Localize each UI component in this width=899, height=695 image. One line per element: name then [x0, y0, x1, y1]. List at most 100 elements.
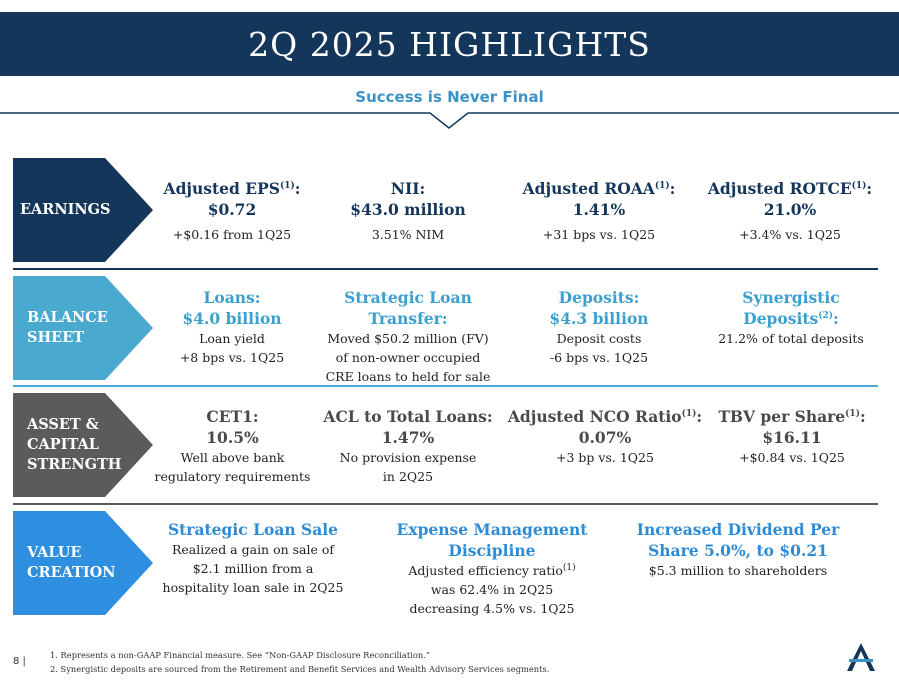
metric-value: 0.07% — [578, 428, 632, 447]
footnote-2: 2. Synergistic deposits are sourced from… — [50, 664, 550, 674]
metric-detail: 3.51% NIM — [371, 227, 445, 242]
chevron-arrow-shape — [13, 276, 153, 380]
metric-detail: of non-owner occupied — [335, 350, 481, 365]
metric-title-suffix: : — [833, 309, 839, 328]
metric-detail: Well above bank — [180, 450, 285, 465]
metric-detail: regulatory requirements — [154, 469, 311, 484]
metric-synergistic-deposits: Synergistic Deposits(2): 21.2% of total … — [706, 287, 876, 348]
metric-title-suffix: : — [294, 179, 301, 198]
row-divider — [13, 503, 878, 505]
metric-nii: NII: $43.0 million 3.51% NIM — [328, 178, 488, 244]
metric-title: Strategic Loan — [344, 288, 472, 307]
metric-detail: CRE loans to held for sale — [325, 369, 491, 384]
row-label-text: EARNINGS — [20, 201, 111, 218]
metric-detail: +$0.16 from 1Q25 — [172, 227, 292, 242]
metric-value: 1.41% — [572, 200, 626, 219]
metric-adjusted-roaa: Adjusted ROAA(1): 1.41% +31 bps vs. 1Q25 — [519, 178, 679, 244]
metric-detail: No provision expense — [339, 450, 477, 465]
row-label-text: CREATION — [27, 564, 116, 581]
metric-detail: +3.4% vs. 1Q25 — [739, 227, 841, 242]
footnote-1: 1. Represents a non-GAAP Financial measu… — [50, 650, 431, 660]
metric-value: $4.3 billion — [549, 309, 649, 328]
metric-title: NII: — [390, 179, 426, 198]
row-label-text: STRENGTH — [27, 456, 122, 473]
page-number-text: 8 — [13, 656, 20, 667]
metric-detail: Loan yield — [199, 331, 265, 346]
metric-adjusted-eps: Adjusted EPS(1): $0.72 +$0.16 from 1Q25 — [152, 178, 312, 244]
metric-detail: $5.3 million to shareholders — [648, 563, 828, 578]
chevron-arrow-shape — [13, 158, 153, 262]
metric-title: Loans: — [203, 288, 261, 307]
metric-adjusted-nco-ratio: Adjusted NCO Ratio(1): 0.07% +3 bp vs. 1… — [505, 406, 705, 467]
subtitle-underline — [0, 112, 899, 129]
metric-title: Discipline — [448, 541, 536, 560]
row-label-text: BALANCE — [27, 309, 108, 326]
footnote-ref: (2) — [818, 310, 834, 321]
metric-title-suffix: : — [859, 407, 866, 426]
metric-detail: hospitality loan sale in 2Q25 — [162, 580, 344, 595]
metric-detail: -6 bps vs. 1Q25 — [549, 350, 649, 365]
footnote-ref: (1) — [851, 180, 867, 191]
row-label-balance-sheet: BALANCE SHEET — [13, 276, 153, 380]
metric-title: Strategic Loan Sale — [167, 520, 339, 539]
metric-detail: was 62.4% in 2Q25 — [430, 582, 554, 597]
metric-value: 21.0% — [763, 200, 817, 219]
metric-value: $0.72 — [207, 200, 257, 219]
metric-title: Deposits: — [558, 288, 640, 307]
chevron-arrow-shape — [13, 393, 153, 497]
metric-detail: +8 bps vs. 1Q25 — [179, 350, 285, 365]
chevron-arrow-shape — [13, 511, 153, 615]
page-number: 8 | — [13, 656, 26, 667]
row-divider — [13, 385, 878, 387]
metric-expense-management: Expense Management Discipline Adjusted e… — [388, 519, 596, 618]
footnotes: 1. Represents a non-GAAP Financial measu… — [50, 648, 549, 676]
metric-value: $16.11 — [762, 428, 822, 447]
row-divider — [13, 268, 878, 270]
metric-strategic-loan-transfer: Strategic Loan Transfer: Moved $50.2 mil… — [318, 287, 498, 386]
metric-title-suffix: : — [696, 407, 703, 426]
metric-value: $43.0 million — [350, 200, 466, 219]
metric-increased-dividend: Increased Dividend Per Share 5.0%, to $0… — [628, 519, 848, 580]
metric-strategic-loan-sale: Strategic Loan Sale Realized a gain on s… — [150, 519, 356, 597]
page-subtitle: Success is Never Final — [355, 88, 544, 106]
metric-title: Transfer: — [368, 309, 448, 328]
row-label-asset-capital-strength: ASSET & CAPITAL STRENGTH — [13, 393, 153, 497]
metric-acl-to-total-loans: ACL to Total Loans: 1.47% No provision e… — [318, 406, 498, 486]
metric-detail: in 2Q25 — [382, 469, 434, 484]
metric-detail: +31 bps vs. 1Q25 — [542, 227, 656, 242]
row-label-earnings: EARNINGS — [13, 158, 153, 262]
metric-detail: +$0.84 vs. 1Q25 — [739, 450, 845, 465]
metric-title: Share 5.0%, to $0.21 — [648, 541, 828, 560]
title-banner: 2Q 2025 HIGHLIGHTS — [0, 12, 899, 76]
company-logo-icon — [847, 643, 875, 671]
row-label-value-creation: VALUE CREATION — [13, 511, 153, 615]
metric-title-suffix: : — [866, 179, 873, 198]
metric-value: 1.47% — [381, 428, 435, 447]
metric-loans: Loans: $4.0 billion Loan yield +8 bps vs… — [152, 287, 312, 367]
row-label-text: CAPITAL — [27, 436, 99, 453]
metric-value: 10.5% — [206, 428, 259, 447]
metric-detail: +3 bp vs. 1Q25 — [556, 450, 654, 465]
metric-detail: Adjusted efficiency ratio — [408, 563, 563, 578]
metric-cet1: CET1: 10.5% Well above bank regulatory r… — [150, 406, 315, 486]
metric-title: Expense Management — [396, 520, 588, 539]
metric-adjusted-rotce: Adjusted ROTCE(1): 21.0% +3.4% vs. 1Q25 — [706, 178, 874, 244]
metric-title: Adjusted ROAA — [522, 179, 655, 198]
metric-deposits: Deposits: $4.3 billion Deposit costs -6 … — [519, 287, 679, 367]
metric-title: Increased Dividend Per — [636, 520, 840, 539]
metric-detail: Realized a gain on sale of — [171, 542, 335, 557]
metric-detail: 21.2% of total deposits — [718, 331, 864, 346]
metric-title: ACL to Total Loans: — [323, 407, 493, 426]
metric-title: Adjusted NCO Ratio — [507, 407, 682, 426]
metric-detail: Deposit costs — [556, 331, 642, 346]
row-label-text: SHEET — [27, 329, 85, 346]
metric-value: $4.0 billion — [182, 309, 282, 328]
metric-title: TBV per Share — [718, 407, 846, 426]
metric-detail: Moved $50.2 million (FV) — [327, 331, 489, 346]
footnote-ref: (1) — [562, 562, 576, 573]
footnote-ref: (1) — [681, 408, 697, 419]
footnote-ref: (1) — [845, 408, 860, 419]
metric-title: Adjusted ROTCE — [707, 179, 852, 198]
page-title: 2Q 2025 HIGHLIGHTS — [248, 24, 651, 64]
metric-tbv-per-share: TBV per Share(1): $16.11 +$0.84 vs. 1Q25 — [712, 406, 872, 467]
